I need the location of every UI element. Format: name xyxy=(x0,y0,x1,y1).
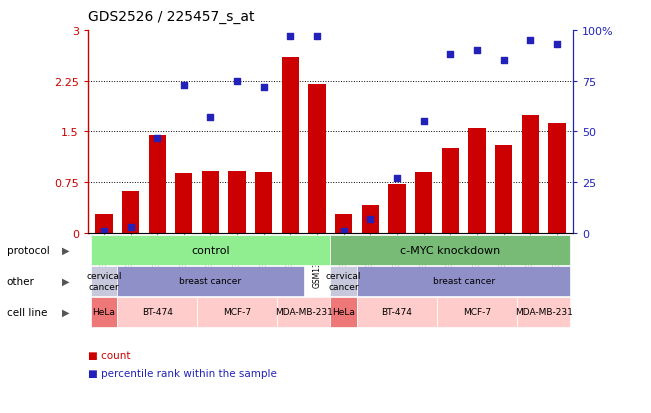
Text: cervical
cancer: cervical cancer xyxy=(86,272,122,291)
Bar xyxy=(122,192,139,233)
Bar xyxy=(517,297,570,327)
Bar xyxy=(357,266,570,296)
Bar xyxy=(330,235,570,265)
Bar xyxy=(330,266,357,296)
Bar xyxy=(309,85,326,233)
Point xyxy=(551,42,562,48)
Point xyxy=(445,52,456,59)
Text: HeLa: HeLa xyxy=(332,308,355,317)
Bar xyxy=(548,123,566,233)
Bar xyxy=(389,184,406,233)
Text: BT-474: BT-474 xyxy=(381,308,413,317)
Text: protocol: protocol xyxy=(7,245,49,255)
Text: MCF-7: MCF-7 xyxy=(223,308,251,317)
Bar xyxy=(90,235,330,265)
Bar xyxy=(197,297,277,327)
Point xyxy=(285,34,296,40)
Point xyxy=(178,82,189,89)
Bar xyxy=(117,297,197,327)
Bar xyxy=(229,171,246,233)
Point xyxy=(312,34,322,40)
Bar xyxy=(362,205,379,233)
Text: other: other xyxy=(7,276,35,286)
Bar xyxy=(335,214,352,233)
Point xyxy=(339,228,349,235)
Point xyxy=(365,216,376,223)
Point xyxy=(419,119,429,125)
Text: ▶: ▶ xyxy=(62,307,70,317)
Text: ▶: ▶ xyxy=(62,276,70,286)
Bar xyxy=(95,214,113,233)
Point xyxy=(205,115,215,121)
Bar xyxy=(468,129,486,233)
Text: HeLa: HeLa xyxy=(92,308,115,317)
Bar xyxy=(441,149,459,233)
Bar xyxy=(415,173,432,233)
Bar xyxy=(437,297,517,327)
Bar xyxy=(282,58,299,233)
Bar xyxy=(202,171,219,233)
Text: ■ count: ■ count xyxy=(88,350,130,360)
Text: MDA-MB-231: MDA-MB-231 xyxy=(515,308,572,317)
Text: ▶: ▶ xyxy=(62,245,70,255)
Bar xyxy=(148,135,166,233)
Point xyxy=(499,58,509,64)
Point xyxy=(232,78,242,85)
Bar xyxy=(90,266,117,296)
Text: MDA-MB-231: MDA-MB-231 xyxy=(275,308,333,317)
Point xyxy=(525,38,536,44)
Bar xyxy=(357,297,437,327)
Bar xyxy=(255,173,272,233)
Bar xyxy=(330,297,357,327)
Text: cell line: cell line xyxy=(7,307,47,317)
Text: control: control xyxy=(191,245,230,255)
Text: cervical
cancer: cervical cancer xyxy=(326,272,361,291)
Text: BT-474: BT-474 xyxy=(142,308,173,317)
Text: breast cancer: breast cancer xyxy=(432,277,495,286)
Text: ■ percentile rank within the sample: ■ percentile rank within the sample xyxy=(88,368,277,378)
Bar xyxy=(117,266,304,296)
Point xyxy=(472,48,482,55)
Point xyxy=(99,228,109,235)
Bar xyxy=(495,146,512,233)
Text: GDS2526 / 225457_s_at: GDS2526 / 225457_s_at xyxy=(88,10,255,24)
Text: c-MYC knockdown: c-MYC knockdown xyxy=(400,245,501,255)
Point xyxy=(125,224,135,230)
Bar xyxy=(521,115,539,233)
Bar xyxy=(277,297,330,327)
Point xyxy=(392,176,402,182)
Point xyxy=(258,84,269,91)
Text: breast cancer: breast cancer xyxy=(180,277,242,286)
Bar xyxy=(90,297,117,327)
Point xyxy=(152,135,162,142)
Text: MCF-7: MCF-7 xyxy=(463,308,491,317)
Bar xyxy=(175,174,193,233)
